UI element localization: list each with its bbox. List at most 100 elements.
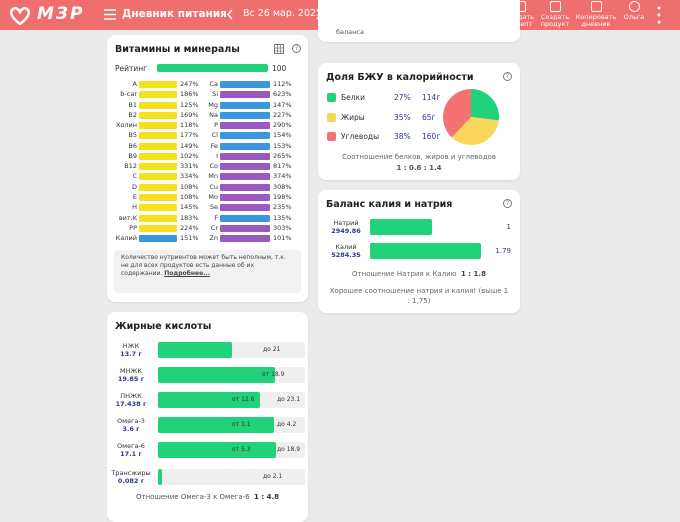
nutrient-percent: 118% <box>180 121 199 130</box>
nutrient-bar <box>220 173 270 181</box>
nutrient-bar <box>139 235 177 243</box>
range-from: от 1.1 <box>232 421 251 428</box>
nutrient-name: D <box>131 182 137 191</box>
legend-swatch <box>327 112 336 122</box>
date[interactable]: Вс 26 мар. 2023 <box>243 8 323 19</box>
nutrient-bar <box>139 204 177 212</box>
more-icon[interactable] <box>656 5 662 25</box>
nutrient-percent: 247% <box>180 80 199 88</box>
help-icon[interactable]: ? <box>503 199 512 208</box>
fat-name: НЖК <box>122 342 140 350</box>
card-title: Жирные кислоты <box>115 321 212 332</box>
bar-amount: 2949.86 <box>331 227 361 235</box>
nutrient-name: A <box>132 80 137 88</box>
rating-label: Рейтинг <box>115 64 148 73</box>
range-to: до 2.1 <box>263 473 283 480</box>
nutrient-bar <box>139 122 177 130</box>
nutrient-percent: 153% <box>273 141 292 150</box>
nutrient-percent: 101% <box>273 234 292 243</box>
nutrient-name: Fe <box>210 141 218 150</box>
range-to: до 21 <box>263 346 281 353</box>
nutrient-bar <box>139 152 177 160</box>
card-title: Баланс калия и натрия <box>326 199 453 210</box>
kna-comment: Хорошее соотношение натрия и калия! (выш… <box>329 287 509 305</box>
nutrient-bar <box>220 183 270 191</box>
nutrient-percent: 186% <box>180 90 199 99</box>
note-link[interactable]: Подробнее... <box>164 270 210 277</box>
fat-amount: 3.6 г <box>122 425 140 433</box>
legend-swatch <box>327 132 336 141</box>
kna-ratio: Отношение Натрия к Калию 1 : 1.8 <box>318 270 520 278</box>
fat-name: ПНЖК <box>120 392 142 400</box>
nutrient-bar <box>220 111 270 119</box>
nutrient-name: B12 <box>124 162 137 171</box>
nutrient-percent: 108% <box>180 192 199 201</box>
fragment-text: баланса <box>336 28 364 36</box>
fat-fill <box>158 342 232 358</box>
card-title: Витамины и минералы <box>115 44 240 55</box>
fat-fill <box>158 442 276 458</box>
table-icon[interactable] <box>274 44 284 54</box>
note-text: Количество нутриентов может быть неполны… <box>121 254 286 277</box>
nutrient-name: B6 <box>128 141 137 150</box>
help-icon[interactable]: ? <box>292 44 301 53</box>
nutrient-name: Co <box>209 162 218 171</box>
nutrient-name: Se <box>209 203 218 212</box>
fat-fill <box>158 367 275 383</box>
fat-name: Омега-3 <box>117 417 145 425</box>
help-icon[interactable]: ? <box>503 72 512 81</box>
nutrient-name: Калий <box>115 234 137 243</box>
action-button[interactable]: Копировать дневник <box>571 1 621 28</box>
prev-day[interactable] <box>226 9 234 20</box>
fat-amount: 17.1 г <box>120 450 142 458</box>
nutrient-percent: 177% <box>180 131 199 140</box>
nutrient-percent: 331% <box>180 162 199 171</box>
ratio-value: 1 : 4.8 <box>254 493 279 501</box>
action-label: Создать <box>540 13 570 21</box>
nutrient-name: E <box>132 192 137 201</box>
range-to: до 23.1 <box>277 396 301 403</box>
nutrient-percent: 308% <box>273 182 292 191</box>
kna-card: Баланс калия и натрия ? Натрий 2949.86 1 Ка… <box>318 190 520 313</box>
nutrient-bar <box>220 81 270 88</box>
card-title: Доля БЖУ в калорийности <box>326 72 474 83</box>
nutrient-name: Mo <box>208 192 218 201</box>
nutrient-percent: 374% <box>273 172 292 181</box>
nutrient-name: H <box>132 203 137 212</box>
bju-pie <box>443 89 499 145</box>
pie-slice <box>443 89 471 138</box>
fat-amount: 19.85 г <box>117 375 145 383</box>
nutrient-name: C <box>132 172 137 181</box>
fat-amount: 17.438 г <box>115 400 147 408</box>
ratio-value: 1 : 1.8 <box>461 270 486 278</box>
menu-icon[interactable] <box>104 9 116 20</box>
nutrient-name: Zn <box>209 234 218 243</box>
logo-icon <box>9 7 31 25</box>
fat-amount: 13.7 г <box>120 350 142 358</box>
nutrient-percent: 235% <box>273 203 292 212</box>
bju-caption: Соотношение белков, жиров и углеводов 1 :… <box>318 152 520 174</box>
bar-value: 1.79 <box>495 247 511 255</box>
legend-swatch <box>327 93 336 102</box>
nutrient-name: B1 <box>128 100 137 109</box>
action-button[interactable]: Создать продукт <box>530 1 580 28</box>
nutrient-bar <box>220 122 270 130</box>
ratio-label: Отношение Натрия к Калию <box>352 270 457 278</box>
nutrient-percent: 303% <box>273 223 292 232</box>
nutrient-percent: 334% <box>180 172 199 181</box>
ratio-label: Отношение Омега-3 к Омега-6 <box>136 493 250 501</box>
nutrient-percent: 149% <box>180 141 199 150</box>
nutrient-bar <box>139 173 177 181</box>
fats-card: Жирные кислоты НЖК 13.7 г до 21 МНЖК 19.85 г… <box>107 312 308 522</box>
nutrient-bar <box>220 193 270 201</box>
nutrient-name: I <box>216 151 218 160</box>
action-button[interactable]: Ольга <box>609 1 659 21</box>
action-label: продукт <box>540 20 570 28</box>
nutrient-percent: 224% <box>180 223 199 232</box>
fat-fill <box>158 469 162 485</box>
nutrient-percent: 265% <box>273 151 292 160</box>
action-icon <box>590 1 602 12</box>
balance-card: баланса <box>318 0 520 42</box>
nutrient-name: Cu <box>209 182 218 191</box>
nutrient-percent: 135% <box>273 213 292 222</box>
